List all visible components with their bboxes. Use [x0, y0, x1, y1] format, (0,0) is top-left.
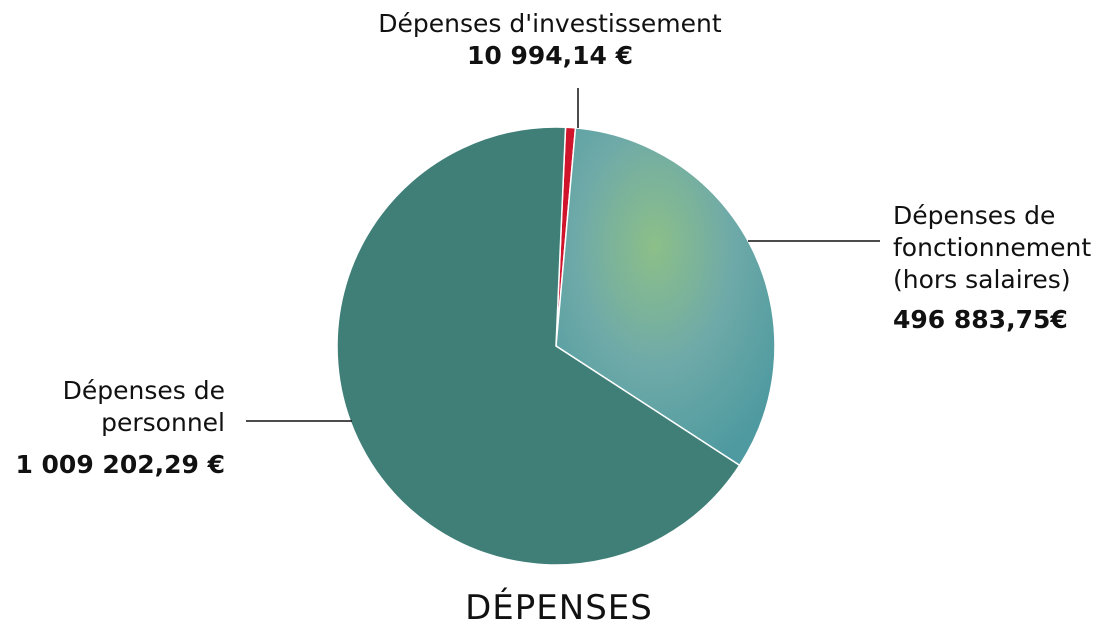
pie-slice [336, 126, 741, 566]
pie [336, 126, 776, 566]
chart-title: DÉPENSES [465, 588, 653, 628]
value-label: 496 883,75€ [893, 305, 1068, 334]
slice-label: Dépenses d'investissement 10 994,14 € [340, 8, 760, 72]
value-label: 1 009 202,29 € [15, 450, 225, 479]
value-label: 10 994,14 € [466, 41, 634, 70]
slice-label: Dépenses de fonctionnement (hors salaire… [893, 200, 1115, 336]
slice-label: Dépenses de personnel 1 009 202,29 € [10, 375, 225, 481]
category-label: Dépenses de personnel [62, 376, 225, 437]
category-label: Dépenses d'investissement [378, 9, 722, 38]
category-label: Dépenses de fonctionnement (hors salaire… [893, 201, 1092, 294]
